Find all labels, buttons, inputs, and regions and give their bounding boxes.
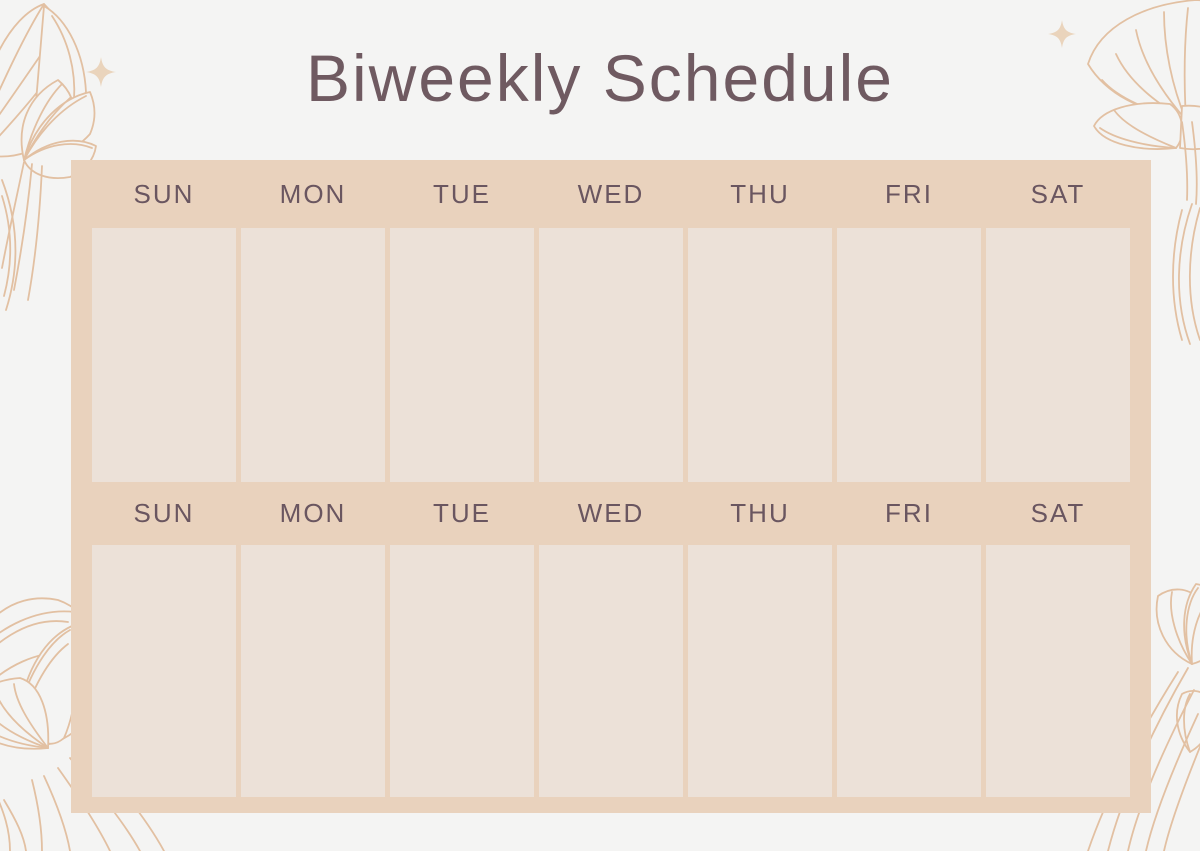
week1-day-header-sat: SAT xyxy=(1030,178,1086,209)
week2-cell-thu[interactable] xyxy=(688,545,832,797)
biweekly-calendar: SUN MON TUE WED THU FRI SAT SUN MON TUE … xyxy=(71,160,1151,813)
week2-cell-sun[interactable] xyxy=(92,545,236,797)
week2-cell-fri[interactable] xyxy=(837,545,981,797)
week2-header-row: SUN MON TUE WED THU FRI SAT xyxy=(92,482,1130,545)
week2-day-header-sun: SUN xyxy=(133,498,195,528)
week1-cell-thu[interactable] xyxy=(688,228,832,482)
page-title: Biweekly Schedule xyxy=(306,41,894,115)
week2-day-header-fri: FRI xyxy=(885,498,933,528)
week1-day-header-tue: TUE xyxy=(433,178,491,209)
sparkle-top-left-icon xyxy=(86,57,116,87)
week1-day-header-mon: MON xyxy=(279,178,347,209)
week1-day-header-sun: SUN xyxy=(133,178,195,209)
week1-day-header-fri: FRI xyxy=(885,178,933,209)
week2-day-header-mon: MON xyxy=(279,498,347,528)
week1-cell-wed[interactable] xyxy=(539,228,683,482)
poppy-and-tulip-flowers-right-icon xyxy=(1087,0,1200,851)
sparkle-top-right-icon xyxy=(1048,20,1076,48)
week2-day-header-sat: SAT xyxy=(1030,498,1086,528)
week2-cell-sat[interactable] xyxy=(986,545,1130,797)
week1-cell-sun[interactable] xyxy=(92,228,236,482)
week2-day-header-thu: THU xyxy=(730,498,790,528)
week1-day-header-thu: THU xyxy=(730,178,790,209)
week1-cell-sat[interactable] xyxy=(986,228,1130,482)
week1-cells-row xyxy=(92,228,1130,482)
week2-cell-wed[interactable] xyxy=(539,545,683,797)
week2-day-header-wed: WED xyxy=(577,498,645,528)
week1-cell-tue[interactable] xyxy=(390,228,534,482)
week1-cell-mon[interactable] xyxy=(241,228,385,482)
week2-cells-row xyxy=(92,545,1130,797)
week1-header-row: SUN MON TUE WED THU FRI SAT xyxy=(92,160,1130,228)
week2-day-header-tue: TUE xyxy=(433,498,491,528)
week1-cell-fri[interactable] xyxy=(837,228,981,482)
week2-cell-tue[interactable] xyxy=(390,545,534,797)
tulip-flowers-left-icon xyxy=(0,3,165,851)
week1-day-header-wed: WED xyxy=(577,178,645,209)
week2-cell-mon[interactable] xyxy=(241,545,385,797)
